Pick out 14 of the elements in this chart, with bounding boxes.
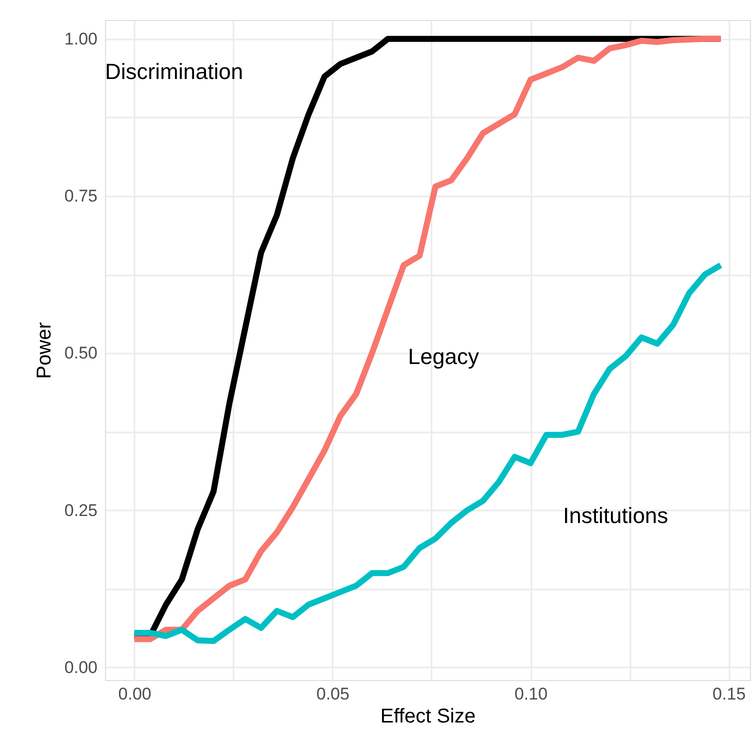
y-axis-title: Power: [33, 322, 56, 379]
x-tick-label: 0.10: [514, 684, 548, 704]
x-tick-label: 0.15: [712, 684, 746, 704]
annotation: Legacy: [408, 344, 479, 369]
x-axis-title: Effect Size: [380, 706, 476, 728]
x-tick-label: 0.05: [316, 684, 350, 704]
y-tick-label: 0.50: [64, 344, 98, 363]
y-tick-label: 0.00: [64, 658, 98, 677]
x-tick-label: 0.00: [118, 684, 152, 704]
y-tick-label: 0.75: [64, 186, 98, 206]
annotation: Institutions: [563, 503, 668, 528]
y-tick-label: 0.25: [64, 500, 98, 520]
annotation: Discrimination: [105, 59, 244, 84]
y-tick-label: 1.00: [64, 29, 98, 48]
